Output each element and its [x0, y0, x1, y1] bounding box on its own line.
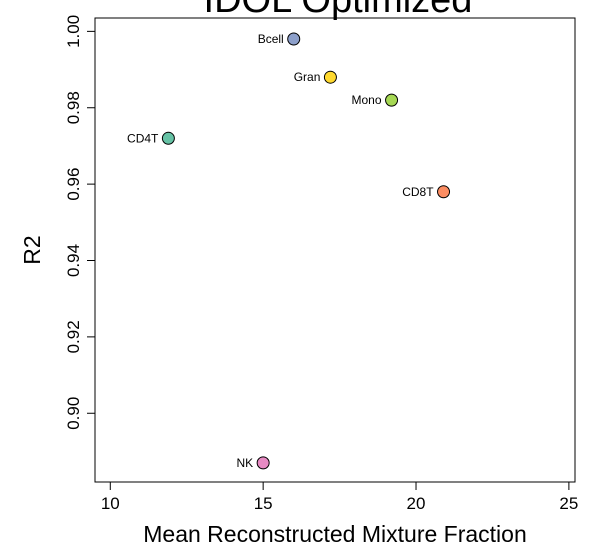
x-tick-label: 10: [101, 494, 120, 513]
x-tick-label: 15: [254, 494, 273, 513]
data-point-bcell: [287, 32, 301, 46]
data-point-nk: [256, 456, 270, 470]
y-tick-label: 0.90: [64, 397, 83, 430]
y-axis: 0.90 0.92 0.94 0.96 0.98 1.00: [64, 15, 95, 430]
x-axis-label: Mean Reconstructed Mixture Fraction: [143, 521, 527, 547]
data-label-gran: Gran: [294, 70, 321, 84]
y-tick-label: 0.92: [64, 320, 83, 353]
data-label-nk: NK: [236, 456, 253, 470]
data-point-cd8t: [437, 185, 451, 199]
data-label-mono: Mono: [352, 93, 382, 107]
data-label-cd8t: CD8T: [402, 185, 434, 199]
y-axis-label: R2: [19, 235, 45, 264]
data-label-cd4t: CD4T: [127, 131, 159, 145]
data-label-bcell: Bcell: [258, 32, 284, 46]
y-tick-label: 0.98: [64, 91, 83, 124]
x-axis: 10 15 20 25: [101, 482, 578, 513]
data-point-mono: [385, 93, 399, 107]
plot-frame: [94, 17, 576, 483]
data-point-cd4t: [161, 131, 175, 145]
x-tick-label: 25: [559, 494, 578, 513]
x-tick-label: 20: [407, 494, 426, 513]
chart-title: IDOL Optimized: [204, 0, 473, 21]
data-point-gran: [323, 70, 337, 84]
y-tick-label: 0.96: [64, 168, 83, 201]
data-points: Bcell Gran Mono CD4T CD8T NK: [127, 32, 451, 470]
y-tick-label: 0.94: [64, 244, 83, 277]
y-tick-label: 1.00: [64, 15, 83, 48]
